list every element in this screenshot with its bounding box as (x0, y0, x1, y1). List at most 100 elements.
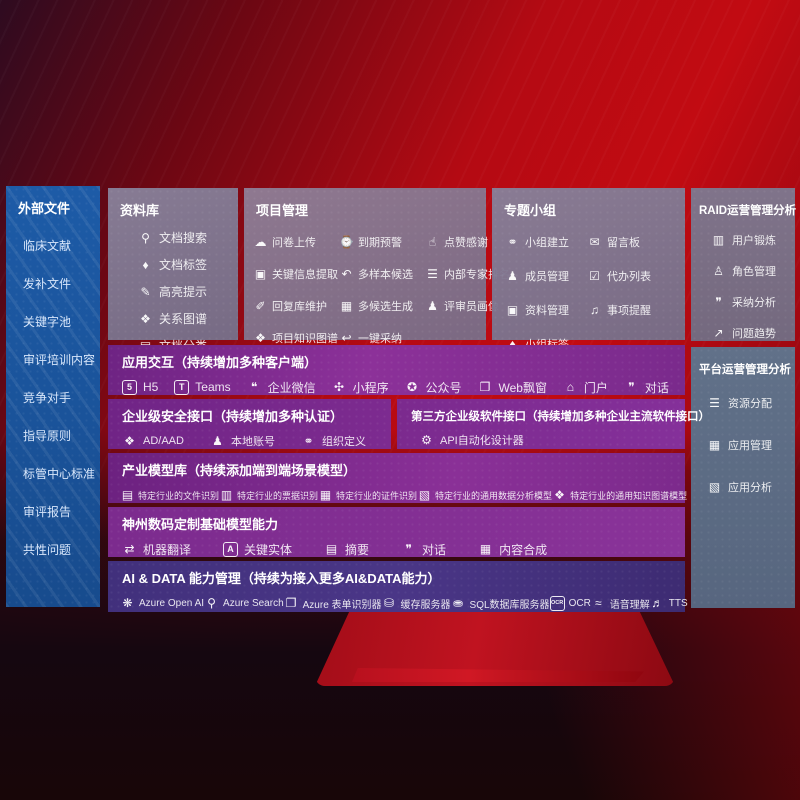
raid-item: ♙ 角色管理 (711, 263, 795, 279)
one-click-adopt-icon: ↩ (341, 331, 352, 345)
platform-list: ☰ 资源分配 ▦ 应用管理 ▧ 应用分析 (691, 391, 795, 495)
reviewer-portrait-icon: ♟ (427, 299, 438, 313)
group-create-icon: ⚭ (507, 235, 518, 249)
tts-icon: ♬ (651, 596, 664, 610)
service-item: ⛁ 缓存服务器 (382, 596, 451, 611)
auth-item: ⚭ 组织定义 (301, 433, 366, 449)
client-item: ⌂ 门户 (563, 379, 608, 396)
item-label: 点赞感谢 (444, 237, 488, 249)
thirdparty-list: ⚙ API自动化设计器 (397, 428, 685, 452)
wechat-work-icon: ❝ (250, 380, 258, 394)
panel-title: 专题小组 (504, 203, 557, 218)
web-popup-icon: ❐ (479, 380, 491, 394)
item-label: 共性问题 (23, 543, 72, 557)
model-item: ▥ 特定行业的票据识别 (219, 488, 318, 503)
cache-server-icon: ⛁ (384, 596, 395, 610)
item-label: 企业微信 (267, 380, 316, 395)
aidata-list: ❋ Azure Open AI ⚲ Azure Search ❐ Azure 表单识别器 ⛁… (108, 591, 688, 615)
external-file-item: 审评培训内容 (6, 341, 100, 379)
item-label: 特定行业的票据识别 (237, 490, 319, 501)
item-label: 多样本候选 (358, 269, 413, 281)
item-label: Teams (195, 380, 231, 394)
expert-ranking-icon: ☰ (427, 267, 438, 281)
summary-icon: ▤ (325, 542, 338, 556)
panel-platform-analysis: 平台运营管理分析 ☰ 资源分配 ▦ 应用管理 ▧ 应用分析 (691, 347, 795, 608)
item-label: 特定行业的通用知识图谱模型 (570, 490, 688, 501)
machine-translation-icon: ⇄ (124, 542, 135, 556)
row-title: 应用交互（持续增加多种客户端） (122, 355, 318, 370)
row-title: 产业模型库（持续添加端到端场景模型） (122, 463, 357, 478)
item-label: 采纳分析 (732, 297, 776, 309)
group-tag-icon: ♦ (509, 337, 516, 351)
library-item: ⚲ 文档搜索 (138, 229, 238, 246)
item-label: Azure 表单识别器 (302, 599, 382, 611)
item-label: 机器翻译 (143, 542, 192, 557)
interaction-list: 5 H5 T Teams ❝ 企业微信 ✣ 小程序 ✪ 公众号 ❐ Web飘窗 ⌂ 门户 ❞ 对话 (108, 375, 685, 399)
external-file-item: 关键字池 (6, 303, 100, 341)
library-item: ❖ 关系图谱 (138, 310, 238, 327)
service-item: ❐ Azure 表单识别器 (284, 596, 382, 611)
item-label: 评审员画像 (444, 301, 499, 313)
item-label: 应用管理 (728, 440, 772, 452)
row-foundation-models: 神州数码定制基础模型能力 ⇄ 机器翻译 A 关键实体 ▤ 摘要 ❞ 对话 ▦ 内容合成 (108, 507, 685, 557)
sql-server-icon: ⛂ (453, 596, 464, 610)
external-file-item: 标管中心标准 (6, 455, 100, 493)
item-label: 角色管理 (732, 266, 776, 278)
item-label: 事项提醒 (607, 305, 651, 317)
service-item: ❋ Azure Open AI (120, 596, 204, 611)
item-label: 对话 (422, 542, 447, 557)
panel-title: 项目管理 (256, 203, 309, 218)
panel-title: RAID运营管理分析 (699, 205, 797, 217)
chat-icon: ❞ (405, 542, 412, 556)
message-board-icon: ✉ (589, 235, 600, 249)
item-label: 摘要 (345, 542, 370, 557)
item-label: 标管中心标准 (23, 467, 96, 481)
project-item: ↩ 一键采纳 (339, 330, 425, 346)
foundation-list: ⇄ 机器翻译 A 关键实体 ▤ 摘要 ❞ 对话 ▦ 内容合成 (108, 537, 685, 561)
like-thanks-icon: ☝ (428, 235, 437, 249)
item-label: H5 (143, 380, 159, 394)
library-list: ⚲文档搜索♦文档标签✎高亮提示❖关系图谱▤文档分类 (108, 229, 238, 354)
panel-external-files: 外部文件 临床文献 发补文件 关键字池 审评培训内容 竞争对手 指导原则 标管中心标准 审评报… (6, 186, 100, 607)
h5-icon: 5 (122, 379, 137, 395)
questionnaire-upload-icon: ☁ (254, 235, 267, 249)
item-label: 临床文献 (23, 239, 72, 253)
client-item: ❝ 企业微信 (247, 379, 316, 396)
external-file-item: 发补文件 (6, 265, 100, 303)
highlight-icon: ✎ (140, 284, 151, 299)
client-item: ✪ 公众号 (405, 379, 462, 396)
credential-recognition-icon: ▦ (319, 488, 332, 502)
library-item: ♦ 文档标签 (138, 256, 238, 273)
item-label: 成员管理 (525, 271, 569, 283)
item-label: 文档标签 (159, 258, 208, 272)
platform-item: ☰ 资源分配 (707, 395, 795, 411)
item-label: 指导原则 (23, 429, 72, 443)
capability-item: A 关键实体 (223, 541, 292, 558)
capability-item: ▦ 内容合成 (478, 541, 547, 558)
project-item: ♟ 评审员画像 (425, 298, 510, 314)
dialog-icon: ❞ (628, 380, 635, 394)
reminder-bell-icon: ♫ (590, 303, 599, 317)
user-card-icon: ▥ (712, 233, 725, 247)
service-item: ⛂ SQL数据库服务器 (451, 596, 550, 611)
item-label: 关系图谱 (159, 312, 208, 326)
api-designer-icon: ⚙ (421, 433, 432, 447)
item-label: 回复库维护 (272, 301, 327, 313)
project-item: ☁ 问卷上传 (253, 234, 339, 250)
item-label: 发补文件 (23, 277, 72, 291)
item-label: 留言板 (607, 237, 640, 249)
external-file-item: 竞争对手 (6, 379, 100, 417)
row-title: 企业级安全接口（持续增加多种认证） (122, 409, 344, 424)
panel-title: 外部文件 (18, 201, 71, 216)
platform-item: ▦ 应用管理 (707, 437, 795, 453)
item-label: 组织定义 (321, 436, 366, 448)
app-manage-icon: ▦ (708, 438, 721, 452)
item-label: 竞争对手 (23, 391, 72, 405)
project-item: ☝ 点赞感谢 (425, 234, 510, 250)
raid-item: ▥ 用户锻炼 (711, 232, 795, 248)
portal-icon: ⌂ (566, 380, 575, 394)
external-file-item: 共性问题 (6, 531, 100, 569)
group-item: ♟ 成员管理 (505, 268, 587, 284)
service-item: ⚲ Azure Search (204, 596, 284, 611)
group-item: ♫ 事项提醒 (587, 302, 685, 318)
